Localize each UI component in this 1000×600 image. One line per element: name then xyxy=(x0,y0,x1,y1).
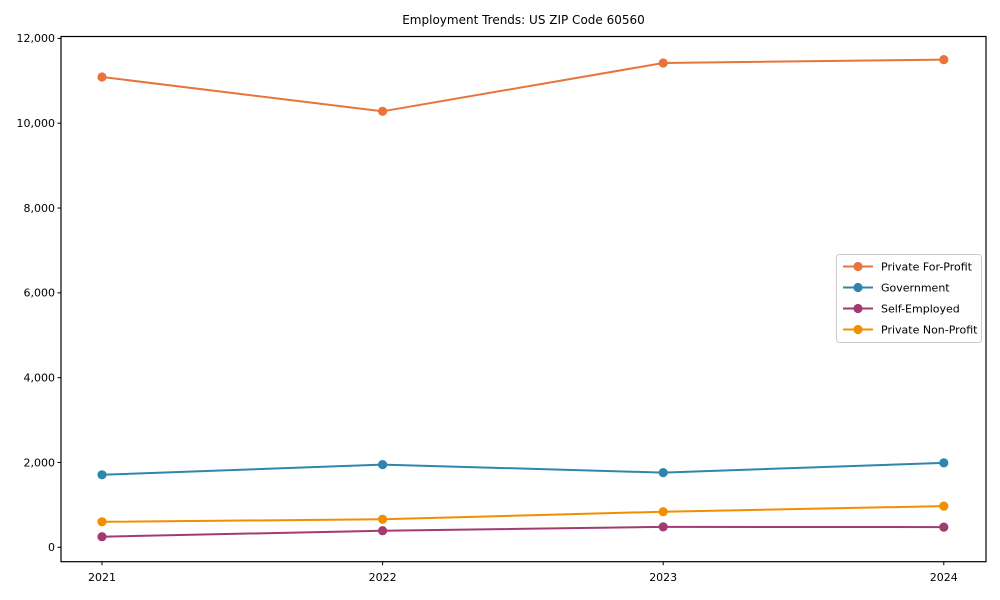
series-line xyxy=(101,505,944,523)
series-self-employed xyxy=(97,522,949,542)
y-tick-label: 0 xyxy=(48,541,55,554)
x-tick-label: 2023 xyxy=(649,571,677,584)
legend: Private For-Profit Government Self-Employe… xyxy=(836,254,982,343)
data-point xyxy=(658,468,668,478)
plot-border xyxy=(60,35,987,563)
data-point xyxy=(939,55,949,65)
legend-item: Government xyxy=(843,282,950,295)
y-tick-label: 6,000 xyxy=(24,287,56,300)
data-point xyxy=(97,517,107,527)
legend-item: Private For-Profit xyxy=(843,261,973,274)
data-point xyxy=(658,58,668,68)
plot-frame xyxy=(60,35,987,563)
legend-label: Self-Employed xyxy=(881,303,960,316)
data-point xyxy=(939,501,949,511)
series-line xyxy=(101,461,944,476)
data-point xyxy=(378,460,388,470)
legend-marker xyxy=(853,261,863,272)
data-point xyxy=(97,470,107,480)
data-point xyxy=(97,532,107,542)
legend-marker xyxy=(853,282,863,293)
data-point xyxy=(378,106,388,116)
x-tick-label: 2024 xyxy=(930,571,958,584)
legend-marker xyxy=(853,303,863,314)
chart-title: Employment Trends: US ZIP Code 60560 xyxy=(402,13,645,27)
data-point xyxy=(658,522,668,532)
x-axis: 2021 2022 2023 2024 xyxy=(88,561,958,584)
legend-label: Private For-Profit xyxy=(881,261,973,274)
data-point xyxy=(378,514,388,524)
series-line xyxy=(101,58,944,113)
legend-item: Private Non-Profit xyxy=(843,324,978,337)
y-axis: 0 2,000 4,000 6,000 8,000 10,000 12,000 xyxy=(17,32,61,554)
data-point xyxy=(939,522,949,532)
legend-marker xyxy=(853,324,863,335)
legend-label: Government xyxy=(881,282,950,295)
y-tick-label: 8,000 xyxy=(24,202,56,215)
legend-item: Self-Employed xyxy=(843,303,960,316)
y-tick-label: 2,000 xyxy=(24,456,56,469)
legend-box xyxy=(836,254,982,343)
y-tick-label: 4,000 xyxy=(24,371,56,384)
legend-label: Private Non-Profit xyxy=(881,324,978,337)
series-line xyxy=(101,525,944,538)
data-point xyxy=(378,526,388,536)
data-point xyxy=(97,72,107,82)
series-layer xyxy=(97,55,949,542)
series-private-for-profit xyxy=(97,55,949,116)
series-private-non-profit xyxy=(97,501,949,527)
x-tick-label: 2022 xyxy=(369,571,397,584)
data-point xyxy=(939,458,949,468)
series-government xyxy=(97,458,949,480)
data-point xyxy=(658,507,668,517)
x-tick-label: 2021 xyxy=(88,571,116,584)
y-tick-label: 10,000 xyxy=(17,117,56,130)
y-tick-label: 12,000 xyxy=(17,32,56,45)
